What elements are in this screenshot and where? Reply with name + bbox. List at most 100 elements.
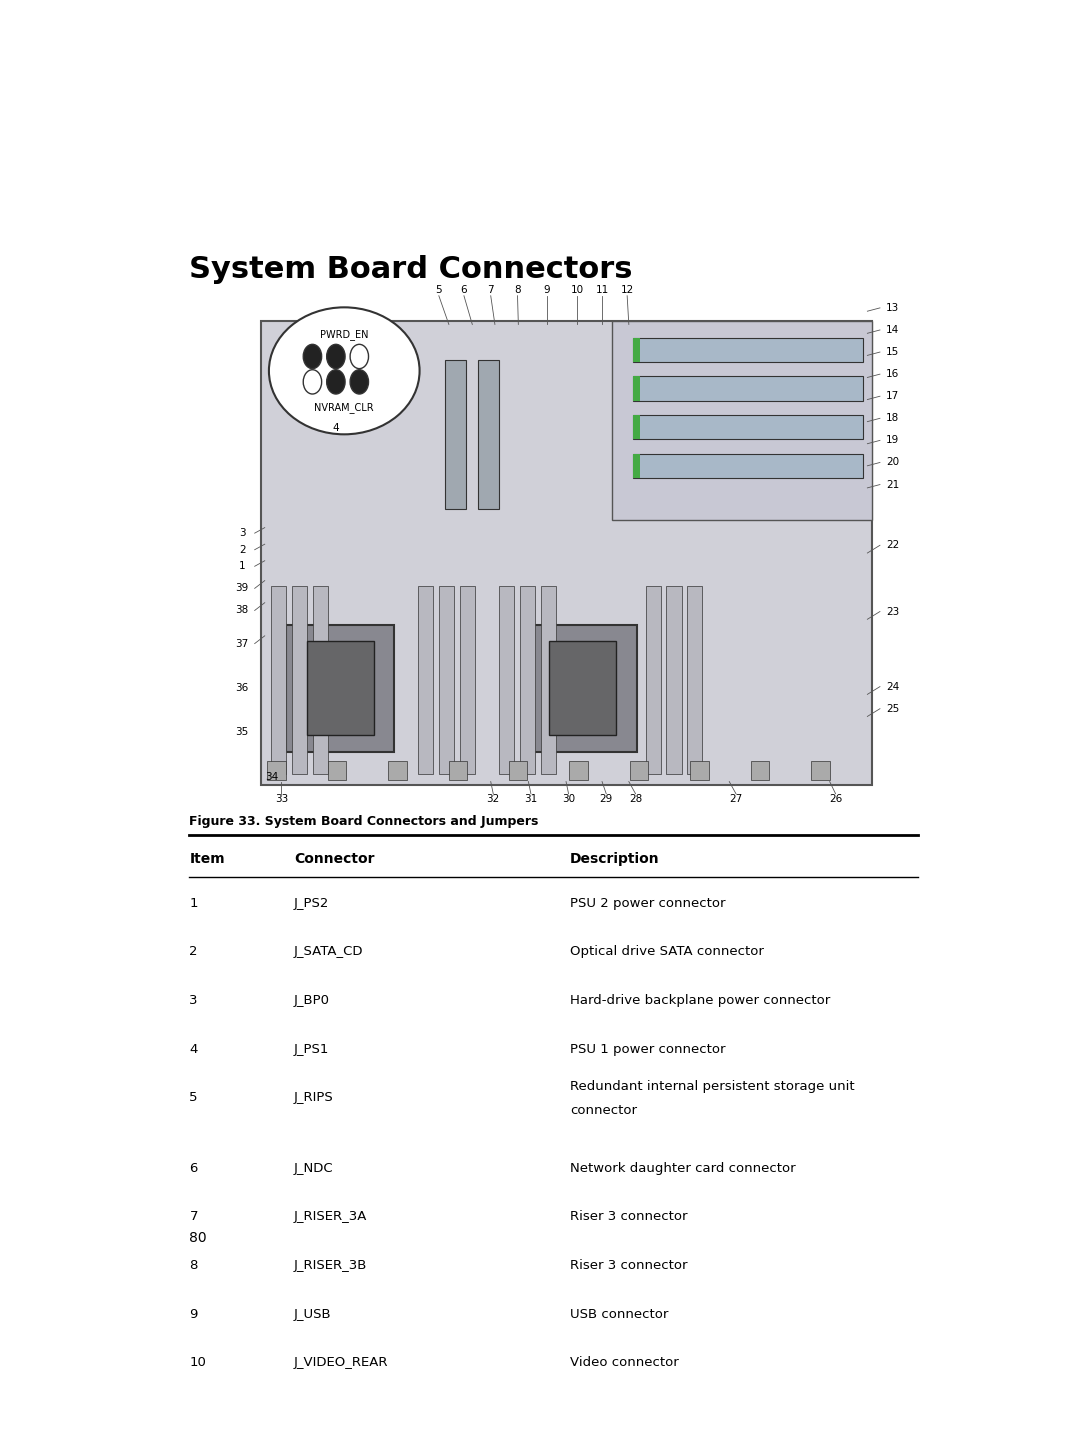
- Text: Network daughter card connector: Network daughter card connector: [570, 1162, 796, 1174]
- Text: 38: 38: [235, 605, 248, 615]
- Text: 3: 3: [189, 994, 198, 1007]
- FancyBboxPatch shape: [293, 587, 308, 774]
- FancyBboxPatch shape: [633, 376, 863, 400]
- Text: 2: 2: [189, 945, 198, 958]
- FancyBboxPatch shape: [688, 587, 702, 774]
- FancyBboxPatch shape: [302, 348, 318, 376]
- Text: J_SATA_CD: J_SATA_CD: [294, 945, 364, 958]
- Text: 27: 27: [729, 794, 743, 804]
- Text: J_USB: J_USB: [294, 1308, 332, 1321]
- FancyBboxPatch shape: [445, 360, 465, 509]
- Text: System Board Connectors: System Board Connectors: [189, 255, 633, 284]
- Text: 37: 37: [235, 638, 248, 648]
- FancyBboxPatch shape: [633, 338, 863, 361]
- Text: 33: 33: [274, 794, 288, 804]
- Text: 10: 10: [189, 1357, 206, 1369]
- Text: 25: 25: [886, 704, 900, 714]
- Text: Description: Description: [570, 852, 660, 866]
- Text: 16: 16: [886, 369, 900, 379]
- Text: J_RIPS: J_RIPS: [294, 1091, 334, 1104]
- Circle shape: [303, 344, 322, 369]
- Text: 15: 15: [886, 347, 900, 357]
- Text: J_NDC: J_NDC: [294, 1162, 334, 1174]
- Text: USB connector: USB connector: [570, 1308, 669, 1321]
- Text: Riser 3 connector: Riser 3 connector: [570, 1210, 688, 1223]
- Text: 7: 7: [487, 285, 494, 295]
- Text: Riser 3 connector: Riser 3 connector: [570, 1259, 688, 1272]
- Text: 19: 19: [886, 436, 900, 446]
- Text: NVRAM_CLR: NVRAM_CLR: [314, 402, 374, 413]
- FancyBboxPatch shape: [633, 453, 863, 478]
- Circle shape: [326, 370, 346, 394]
- Text: 36: 36: [235, 683, 248, 693]
- Text: 28: 28: [629, 794, 643, 804]
- Text: 39: 39: [235, 584, 248, 594]
- Text: J_PS2: J_PS2: [294, 896, 329, 909]
- Text: PSU 2 power connector: PSU 2 power connector: [570, 896, 726, 909]
- Text: 17: 17: [886, 391, 900, 402]
- Text: Item: Item: [189, 852, 225, 866]
- Text: PWRD_EN: PWRD_EN: [320, 328, 368, 340]
- Text: 5: 5: [435, 285, 442, 295]
- FancyBboxPatch shape: [271, 587, 286, 774]
- Text: J_PS1: J_PS1: [294, 1043, 329, 1055]
- Circle shape: [350, 370, 368, 394]
- Text: 2: 2: [239, 545, 245, 555]
- Text: 24: 24: [886, 681, 900, 691]
- FancyBboxPatch shape: [267, 760, 285, 780]
- Text: 14: 14: [886, 326, 900, 336]
- Text: 23: 23: [886, 607, 900, 617]
- Ellipse shape: [269, 307, 419, 435]
- FancyBboxPatch shape: [633, 414, 863, 439]
- FancyBboxPatch shape: [327, 760, 346, 780]
- Circle shape: [350, 344, 368, 369]
- FancyBboxPatch shape: [630, 760, 648, 780]
- Text: 1: 1: [189, 896, 198, 909]
- Text: 20: 20: [886, 457, 899, 467]
- Text: 10: 10: [570, 285, 583, 295]
- Text: Figure 33. System Board Connectors and Jumpers: Figure 33. System Board Connectors and J…: [189, 815, 539, 827]
- Text: 4: 4: [189, 1043, 198, 1055]
- FancyBboxPatch shape: [569, 760, 588, 780]
- Text: 5: 5: [189, 1091, 198, 1104]
- FancyBboxPatch shape: [323, 348, 338, 376]
- Text: 35: 35: [235, 727, 248, 737]
- FancyBboxPatch shape: [313, 587, 328, 774]
- Text: 22: 22: [886, 541, 900, 551]
- Text: 21: 21: [886, 479, 900, 489]
- Text: 80: 80: [189, 1232, 207, 1245]
- Text: 6: 6: [461, 285, 468, 295]
- Text: Hard-drive backplane power connector: Hard-drive backplane power connector: [570, 994, 831, 1007]
- Text: 11: 11: [595, 285, 609, 295]
- FancyBboxPatch shape: [460, 587, 475, 774]
- Text: J_BP0: J_BP0: [294, 994, 330, 1007]
- Text: Redundant internal persistent storage unit: Redundant internal persistent storage un…: [570, 1080, 855, 1093]
- Text: 34: 34: [265, 771, 278, 782]
- FancyBboxPatch shape: [307, 641, 374, 736]
- Text: 4: 4: [333, 423, 339, 433]
- Text: 1: 1: [239, 561, 245, 571]
- Text: 7: 7: [189, 1210, 198, 1223]
- FancyBboxPatch shape: [666, 587, 681, 774]
- FancyBboxPatch shape: [499, 587, 514, 774]
- FancyBboxPatch shape: [690, 760, 708, 780]
- Text: 32: 32: [487, 794, 500, 804]
- FancyBboxPatch shape: [448, 760, 467, 780]
- Text: 9: 9: [189, 1308, 198, 1321]
- FancyBboxPatch shape: [811, 760, 829, 780]
- Text: 29: 29: [599, 794, 612, 804]
- Text: Optical drive SATA connector: Optical drive SATA connector: [570, 945, 765, 958]
- Text: 9: 9: [543, 285, 550, 295]
- FancyBboxPatch shape: [521, 587, 535, 774]
- FancyBboxPatch shape: [550, 641, 617, 736]
- Circle shape: [326, 344, 346, 369]
- Text: 31: 31: [524, 794, 538, 804]
- FancyBboxPatch shape: [751, 760, 769, 780]
- FancyBboxPatch shape: [438, 587, 454, 774]
- FancyBboxPatch shape: [541, 587, 556, 774]
- Text: J_RISER_3A: J_RISER_3A: [294, 1210, 367, 1223]
- Text: 8: 8: [514, 285, 521, 295]
- Text: 13: 13: [886, 303, 900, 313]
- Circle shape: [303, 370, 322, 394]
- Text: 30: 30: [562, 794, 576, 804]
